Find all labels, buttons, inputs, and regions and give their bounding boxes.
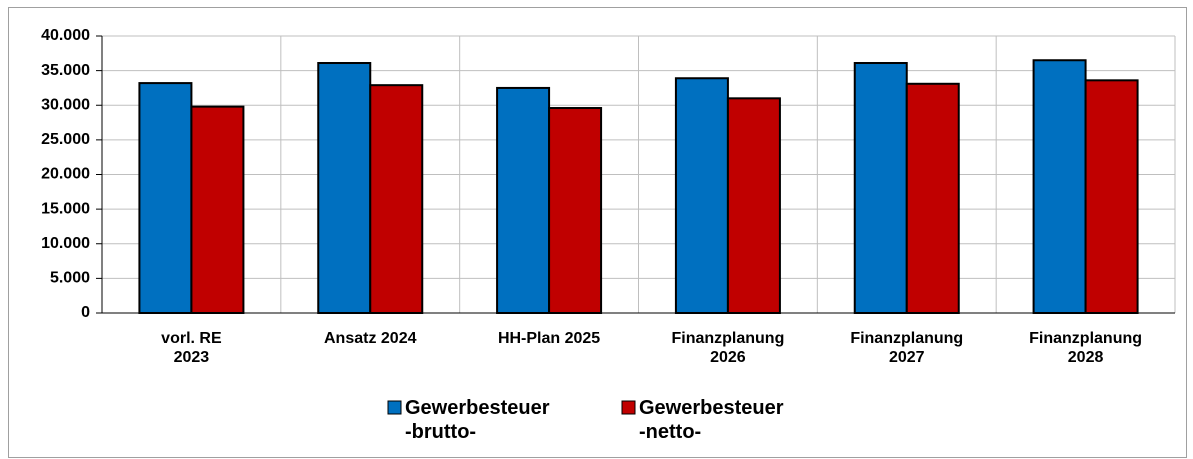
bar — [496, 86, 551, 314]
legend-swatch — [387, 400, 402, 415]
y-tick-label: 40.000 — [41, 27, 90, 44]
x-tick-label: Finanzplanung 2028 — [1029, 330, 1142, 366]
y-tick-label: 15.000 — [41, 200, 90, 217]
legend-label: Gewerbesteuer -brutto- — [405, 397, 550, 443]
y-tick-label: 25.000 — [41, 131, 90, 148]
y-tick-label: 5.000 — [50, 270, 90, 287]
legend-label: Gewerbesteuer -netto- — [639, 397, 784, 443]
y-tick-label: 20.000 — [41, 166, 90, 183]
bar — [726, 97, 781, 314]
bar — [1084, 79, 1139, 314]
bar — [674, 77, 729, 315]
bar — [369, 84, 424, 315]
y-tick-label: 30.000 — [41, 96, 90, 113]
bar — [905, 82, 960, 314]
x-tick-label: Finanzplanung 2027 — [850, 330, 963, 366]
x-tick-label: Ansatz 2024 — [324, 330, 417, 347]
x-tick-label: vorl. RE 2023 — [161, 330, 222, 366]
y-tick-label: 35.000 — [41, 62, 90, 79]
bar — [317, 62, 372, 314]
bar — [1032, 59, 1087, 314]
y-tick-label: 0 — [81, 304, 90, 321]
y-tick-label: 10.000 — [41, 235, 90, 252]
bar — [190, 105, 245, 315]
x-tick-label: HH-Plan 2025 — [498, 330, 600, 347]
legend-swatch — [621, 400, 636, 415]
bar — [548, 107, 603, 314]
bar — [853, 62, 908, 314]
bar — [138, 82, 193, 314]
x-tick-label: Finanzplanung 2026 — [671, 330, 784, 366]
